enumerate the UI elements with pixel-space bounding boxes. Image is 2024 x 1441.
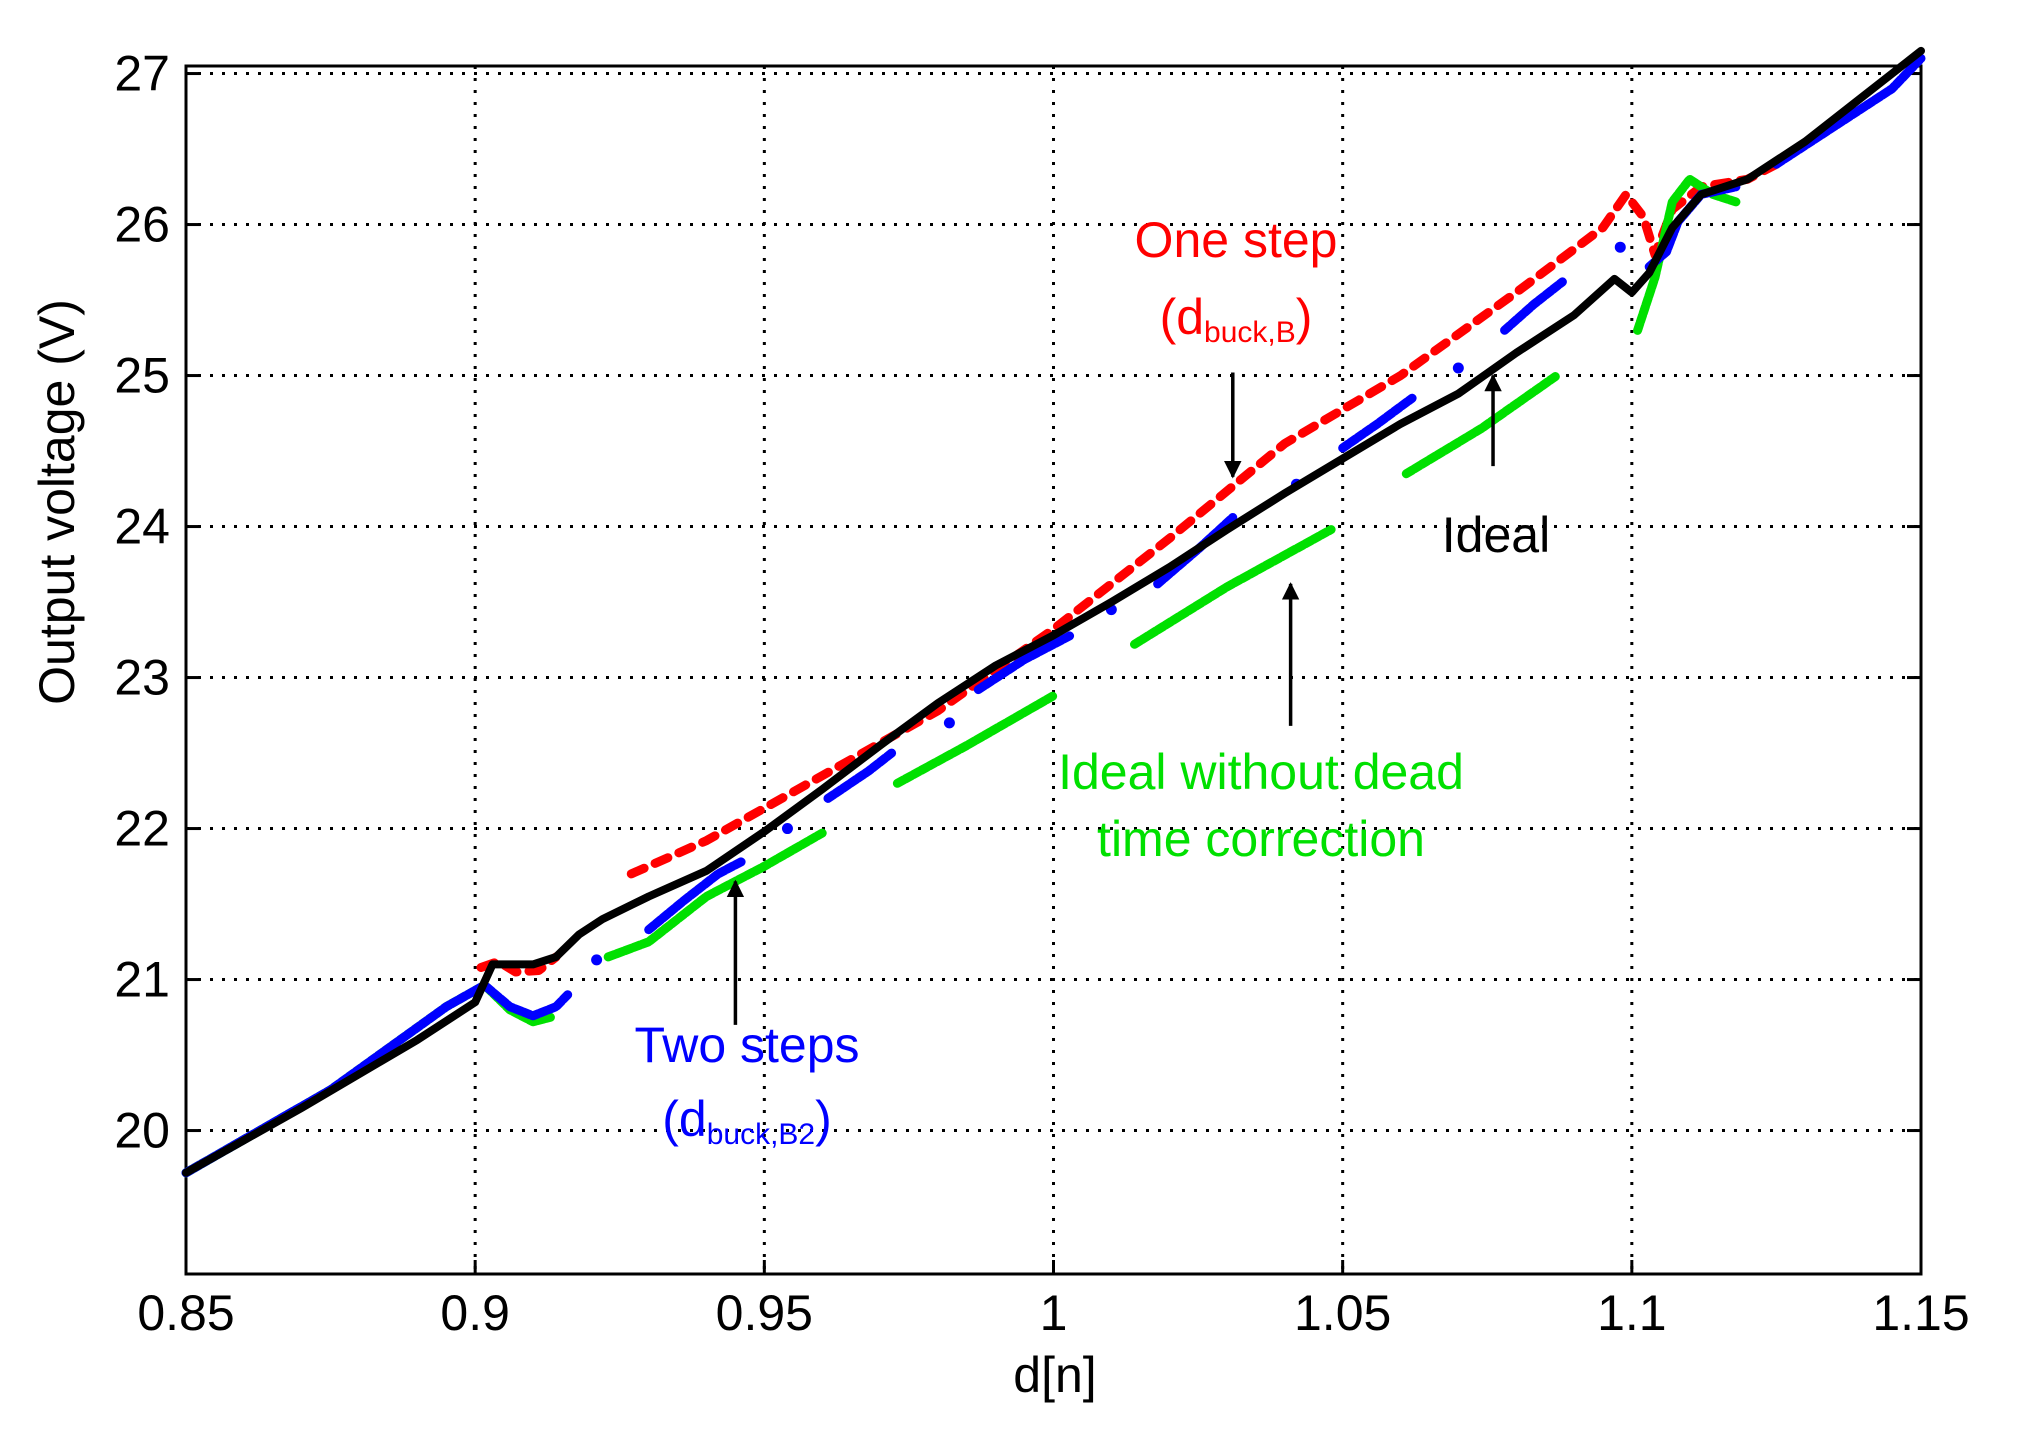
x-tick-label-0.95: 0.95 bbox=[716, 1285, 813, 1341]
series-two-steps-segment bbox=[823, 748, 897, 803]
series-two-steps bbox=[181, 53, 1926, 1178]
axis-ticks: 0.85 0.9 0.95 1 1.05 1.1 1.15 20 21 22 23 24 25 26 27 bbox=[114, 46, 1969, 1341]
y-tick-label-22: 22 bbox=[114, 801, 170, 857]
two-steps-sublabel-sub: buck,B2 bbox=[707, 1118, 815, 1151]
x-axis-title: d[n] bbox=[1013, 1347, 1096, 1403]
series-no-deadtime-segment bbox=[603, 828, 827, 962]
two-steps-sublabel-pre: (d bbox=[662, 1091, 706, 1147]
y-tick-label-21: 21 bbox=[114, 952, 170, 1008]
x-tick-label-1.1: 1.1 bbox=[1597, 1285, 1667, 1341]
one-step-sublabel-post: ) bbox=[1296, 289, 1313, 345]
series-ideal bbox=[182, 46, 1925, 1177]
no-deadtime-label-line1: Ideal without dead bbox=[1058, 744, 1464, 800]
series-two-steps-segment bbox=[1500, 277, 1567, 335]
series-two-steps-point bbox=[943, 717, 955, 729]
two-steps-sublabel: (dbuck,B2) bbox=[662, 1091, 832, 1151]
one-step-sublabel-pre: (d bbox=[1160, 289, 1204, 345]
y-tick-label-27: 27 bbox=[114, 46, 170, 102]
series-no-deadtime-segment bbox=[1401, 371, 1562, 479]
y-tick-label-26: 26 bbox=[114, 197, 170, 253]
x-tick-label-1: 1 bbox=[1040, 1285, 1068, 1341]
series-ideal-segment bbox=[182, 46, 1925, 1177]
series-two-steps-segment bbox=[482, 982, 573, 1021]
y-tick-label-23: 23 bbox=[114, 650, 170, 706]
y-tick-label-20: 20 bbox=[114, 1103, 170, 1159]
grid-lines bbox=[186, 66, 1921, 1274]
annotations: One step (dbuck,B) Ideal Ideal without d… bbox=[634, 212, 1550, 1151]
one-step-label: One step bbox=[1135, 212, 1338, 268]
y-tick-label-24: 24 bbox=[114, 499, 170, 555]
series-two-steps-point bbox=[591, 954, 603, 966]
x-tick-label-1.05: 1.05 bbox=[1294, 1285, 1391, 1341]
series-no-deadtime-segment bbox=[1130, 525, 1336, 649]
y-axis-title: Output voltage (V) bbox=[29, 299, 85, 705]
two-steps-sublabel-post: ) bbox=[815, 1091, 832, 1147]
x-tick-label-0.9: 0.9 bbox=[440, 1285, 510, 1341]
ideal-label: Ideal bbox=[1442, 507, 1550, 563]
series-no-deadtime-segment bbox=[892, 691, 1058, 788]
series-two-steps-point bbox=[1452, 362, 1464, 374]
series-two-steps-point bbox=[781, 823, 793, 835]
series-two-steps-segment bbox=[973, 630, 1076, 695]
one-step-sublabel-sub: buck,B bbox=[1204, 316, 1296, 349]
x-tick-label-1.15: 1.15 bbox=[1872, 1285, 1969, 1341]
x-tick-label-0.85: 0.85 bbox=[137, 1285, 234, 1341]
data-series bbox=[181, 46, 1926, 1178]
no-deadtime-label-line2: time correction bbox=[1097, 811, 1425, 867]
series-two-steps-segment bbox=[644, 857, 746, 935]
series-no-deadtime-segment bbox=[1633, 174, 1741, 335]
series-two-steps-point bbox=[1614, 241, 1626, 253]
series-two-steps-segment bbox=[1338, 393, 1417, 453]
two-steps-label: Two steps bbox=[634, 1017, 859, 1073]
y-tick-label-25: 25 bbox=[114, 348, 170, 404]
one-step-sublabel: (dbuck,B) bbox=[1160, 289, 1313, 349]
